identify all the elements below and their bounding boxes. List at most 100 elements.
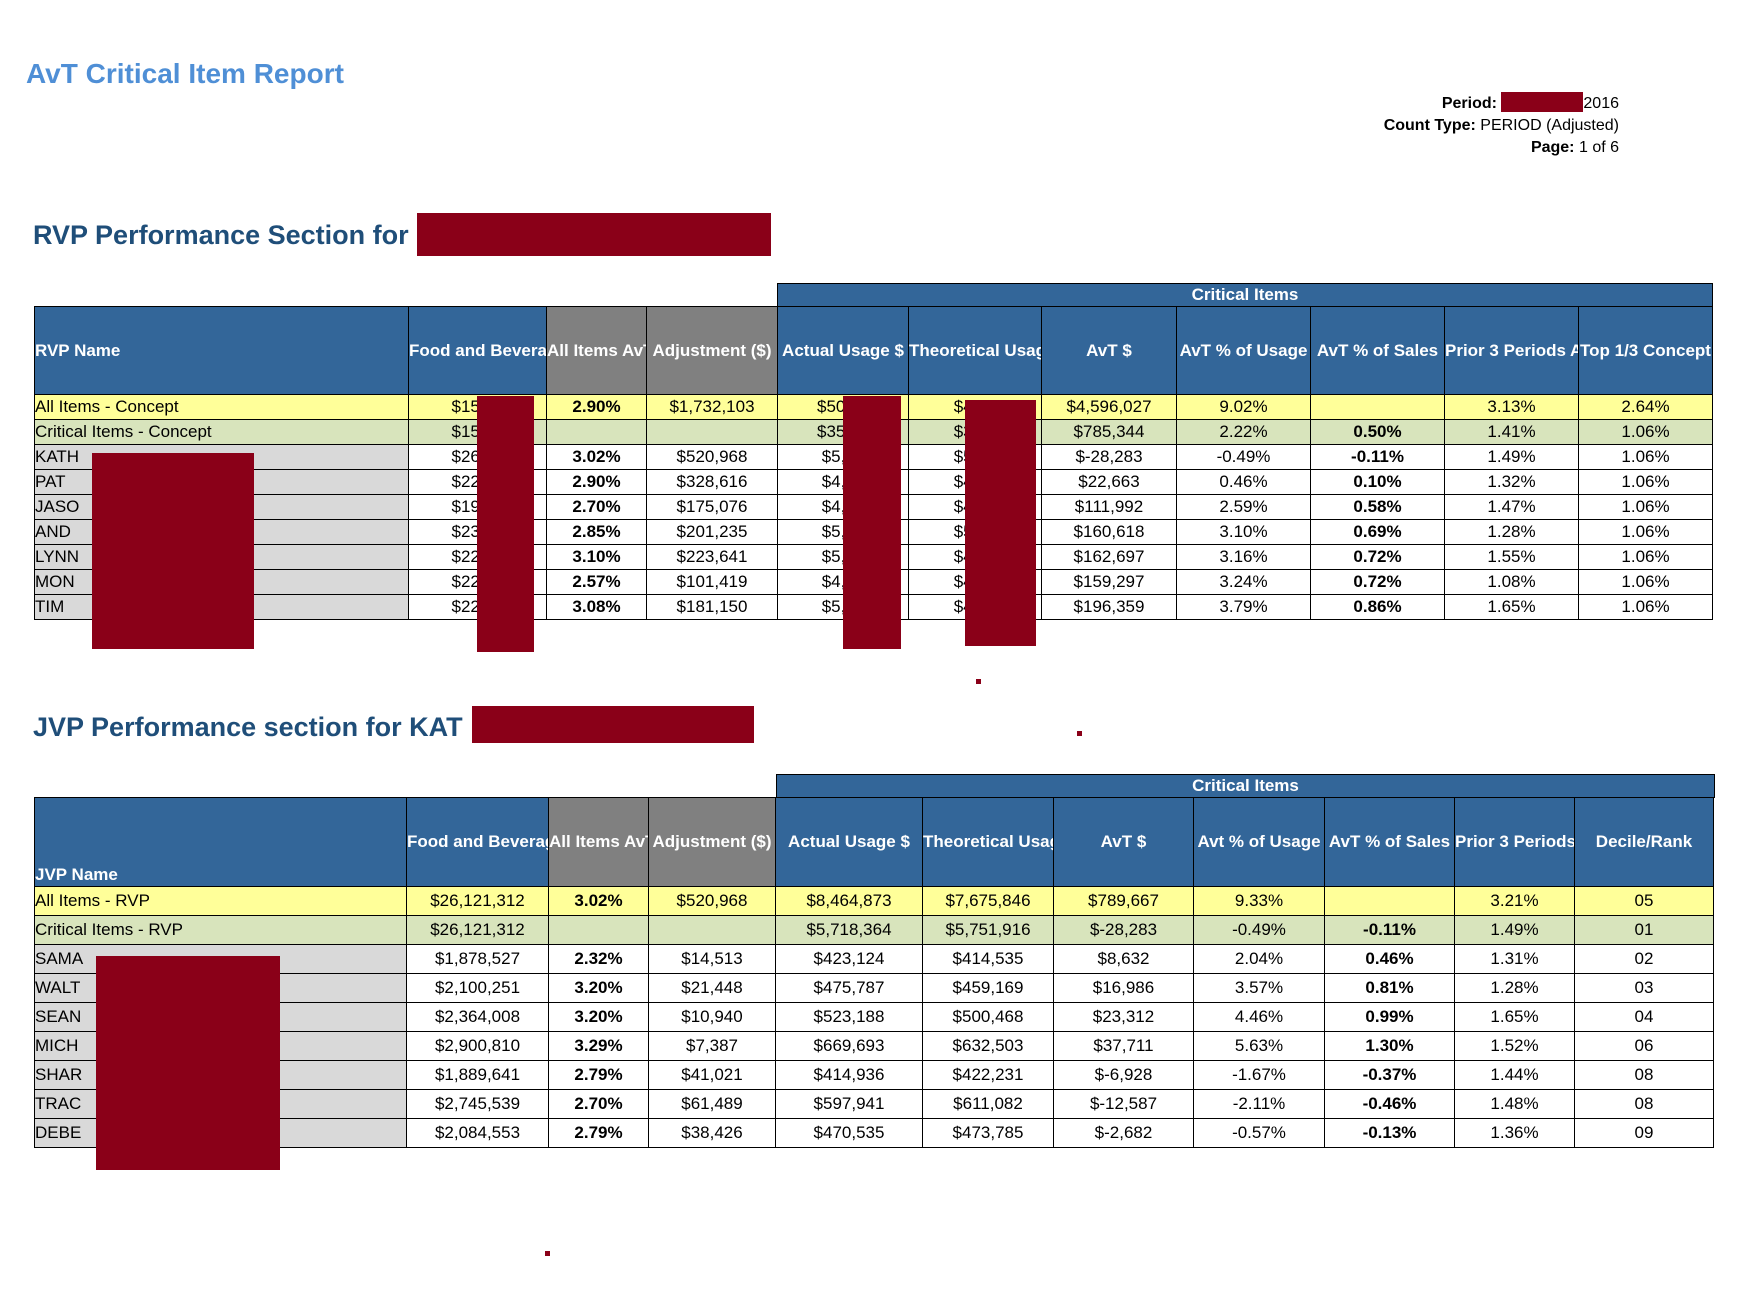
table-cell: $-28,283 [1053, 915, 1194, 945]
table-cell: 3.24% [1176, 569, 1311, 595]
table-cell: 2.57% [546, 569, 647, 595]
table-cell: -0.49% [1193, 915, 1325, 945]
table-cell: $159,297 [1041, 569, 1177, 595]
col-header: AvT % of Sales [1310, 306, 1445, 395]
table-cell: $201,235 [646, 519, 778, 545]
table-row: DEBE $2,084,553 2.79% $38,426 $470,535 $473,7… [34, 1118, 1714, 1148]
table-cell: -0.46% [1324, 1089, 1455, 1119]
table-cell: 2.70% [548, 1089, 649, 1119]
table-cell: $8,632 [1053, 944, 1194, 974]
period-label: Period: [1441, 95, 1497, 112]
table-cell: -1.67% [1193, 1060, 1325, 1090]
col-header: RVP Name [34, 306, 409, 395]
table-cell: $422,231 [922, 1060, 1054, 1090]
table-cell: 0.50% [1310, 419, 1445, 445]
table-cell: $181,150 [646, 594, 778, 620]
col-header: All Items AvT % of Sales [548, 797, 649, 887]
table-cell: 1.44% [1454, 1060, 1575, 1090]
table-cell: $611,082 [922, 1089, 1054, 1119]
table-cell: 0.72% [1310, 544, 1445, 570]
table-cell: 1.06% [1578, 594, 1713, 620]
table-cell: $2,900,810 [406, 1031, 549, 1061]
col-header: Adjustment ($) [646, 306, 778, 395]
jvp-table: JVP Name Food and Beverage Sales Amount … [34, 797, 1714, 1148]
table-cell: 1.28% [1454, 973, 1575, 1003]
col-header: Theoretical Usage $ [922, 797, 1054, 887]
table-cell: 1.65% [1444, 594, 1579, 620]
table-cell: 2.70% [546, 494, 647, 520]
table-row: TRAC $2,745,539 2.70% $61,489 $597,941 $611,0… [34, 1089, 1714, 1119]
table-cell: 04 [1574, 1002, 1714, 1032]
table-cell: 0.86% [1310, 594, 1445, 620]
table-cell: $-28,283 [1041, 444, 1177, 470]
table-cell [548, 915, 649, 945]
redaction-speck [545, 1251, 550, 1256]
jvp-section-title: JVP Performance section for KAT [33, 712, 463, 742]
table-row: Critical Items - RVP $26,121,312 $5,718,36… [34, 915, 1714, 945]
table-cell: $21,448 [648, 973, 776, 1003]
table-cell: 3.13% [1444, 394, 1579, 420]
table-cell: 1.31% [1454, 944, 1575, 974]
table-cell: $101,419 [646, 569, 778, 595]
table-row: SAMA $1,878,527 2.32% $14,513 $423,124 $414,5… [34, 944, 1714, 974]
col-header: Food and Beverage Sales Amount [406, 797, 549, 887]
table-cell: $-2,682 [1053, 1118, 1194, 1148]
table-cell: 3.10% [546, 544, 647, 570]
table-cell: $111,992 [1041, 494, 1177, 520]
row-name-cell: All Items - Concept [34, 394, 409, 420]
table-cell: $500,468 [922, 1002, 1054, 1032]
table-cell: 2.90% [546, 394, 647, 420]
table-cell: $2,084,553 [406, 1118, 549, 1148]
table-cell: 0.46% [1324, 944, 1455, 974]
table-cell: 0.72% [1310, 569, 1445, 595]
table-cell: $328,616 [646, 469, 778, 495]
table-cell: $23,312 [1053, 1002, 1194, 1032]
table-cell: 03 [1574, 973, 1714, 1003]
page-label: Page: [1530, 139, 1575, 156]
col-header: Avt % of Usage [1193, 797, 1325, 887]
table-cell: 1.06% [1578, 469, 1713, 495]
table-cell: $4,596,027 [1041, 394, 1177, 420]
table-cell: -0.49% [1176, 444, 1311, 470]
table-cell [1324, 886, 1455, 916]
col-header: Decile/Rank [1574, 797, 1714, 887]
rvp-actual-redaction [843, 396, 901, 649]
table-cell: $459,169 [922, 973, 1054, 1003]
redaction-speck [1077, 731, 1082, 736]
row-name-cell: Critical Items - Concept [34, 419, 409, 445]
table-cell: 2.79% [548, 1118, 649, 1148]
table-cell: 1.30% [1324, 1031, 1455, 1061]
table-cell: $38,426 [648, 1118, 776, 1148]
table-cell: $162,697 [1041, 544, 1177, 570]
table-cell: 1.06% [1578, 569, 1713, 595]
table-cell: 09 [1574, 1118, 1714, 1148]
table-cell: $470,535 [775, 1118, 923, 1148]
count-type-line: Count Type: PERIOD (Adjusted) [1384, 115, 1619, 137]
table-cell: $520,968 [646, 444, 778, 470]
table-cell: $523,188 [775, 1002, 923, 1032]
table-cell: 1.08% [1444, 569, 1579, 595]
jvp-header-row: JVP Name Food and Beverage Sales Amount … [34, 797, 1714, 887]
table-cell: 0.69% [1310, 519, 1445, 545]
table-cell: 1.28% [1444, 519, 1579, 545]
jvp-title-redaction [472, 706, 754, 743]
table-cell: $520,968 [648, 886, 776, 916]
count-type-label: Count Type: [1383, 117, 1476, 134]
rvp-name-redaction [92, 453, 254, 649]
table-cell: 08 [1574, 1089, 1714, 1119]
table-cell: $7,675,846 [922, 886, 1054, 916]
table-cell: $10,940 [648, 1002, 776, 1032]
table-cell: 1.41% [1444, 419, 1579, 445]
table-cell: 02 [1574, 944, 1714, 974]
table-cell: $1,878,527 [406, 944, 549, 974]
table-cell: -0.57% [1193, 1118, 1325, 1148]
rvp-header-row: RVP Name Food and Beverage Sales Amount … [34, 306, 1713, 395]
col-header: AvT % of Usage [1176, 306, 1311, 395]
table-cell: 1.49% [1454, 915, 1575, 945]
table-cell: 1.49% [1444, 444, 1579, 470]
table-cell: $5,751,916 [922, 915, 1054, 945]
table-cell: 06 [1574, 1031, 1714, 1061]
table-cell: $597,941 [775, 1089, 923, 1119]
table-cell: $41,021 [648, 1060, 776, 1090]
table-cell [1310, 394, 1445, 420]
